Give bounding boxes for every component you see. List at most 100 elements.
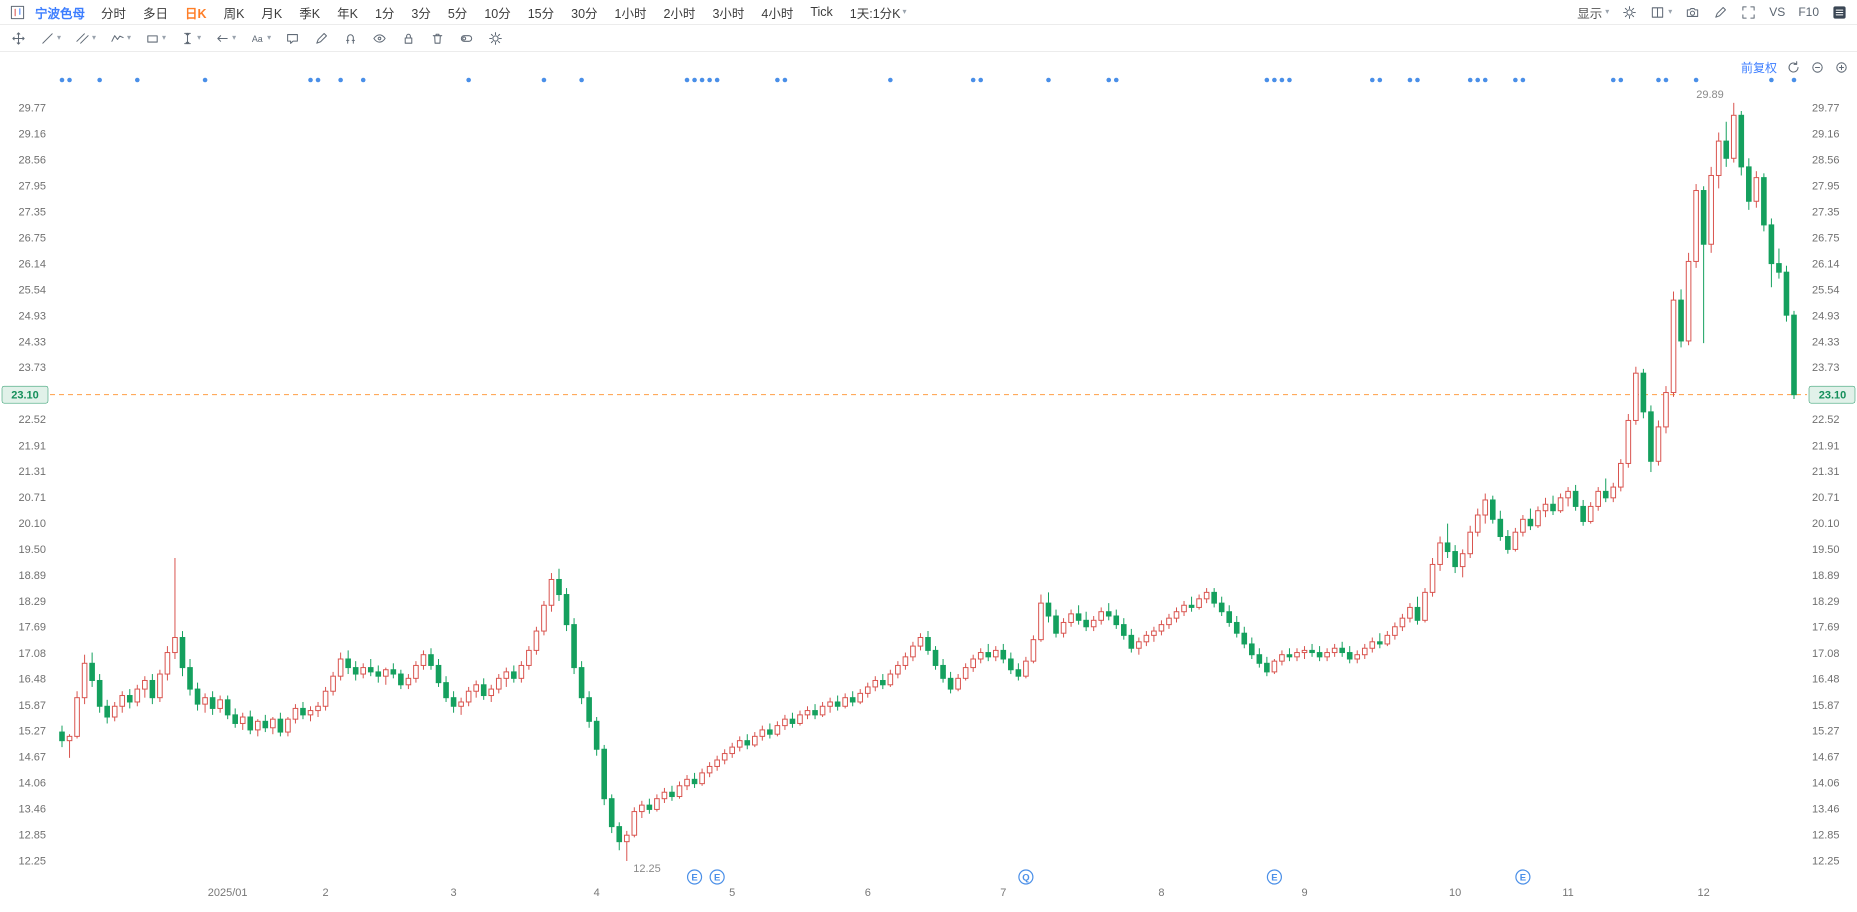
channel-tool[interactable]: ▾	[72, 29, 99, 48]
brush-tool[interactable]	[311, 29, 332, 48]
period-tab-15分[interactable]: 15分	[527, 6, 555, 21]
period-tab-3小时[interactable]: 3小时	[712, 6, 745, 21]
svg-text:20.10: 20.10	[1812, 518, 1840, 530]
svg-text:5: 5	[729, 887, 735, 899]
svg-text:21.91: 21.91	[1812, 440, 1840, 452]
comment-tool[interactable]	[282, 29, 303, 48]
svg-text:24.33: 24.33	[18, 336, 46, 348]
svg-text:29.16: 29.16	[1812, 129, 1840, 141]
svg-text:16.48: 16.48	[1812, 674, 1840, 686]
svg-text:E: E	[714, 873, 720, 884]
svg-text:14.06: 14.06	[1812, 778, 1840, 790]
svg-text:E: E	[1271, 873, 1277, 884]
svg-text:7: 7	[1000, 887, 1006, 899]
svg-text:23.10: 23.10	[1819, 389, 1847, 401]
svg-text:3: 3	[451, 887, 457, 899]
svg-text:9: 9	[1301, 887, 1307, 899]
draw-settings[interactable]	[485, 29, 506, 48]
candlestick-chart[interactable]: 29.77 29.77 29.16 29.16 28.56 28.56 27.95 27.95…	[0, 52, 1857, 912]
svg-text:21.91: 21.91	[18, 440, 46, 452]
chevron-down-icon: ▾	[1605, 7, 1610, 16]
svg-text:13.46: 13.46	[1812, 803, 1840, 815]
svg-text:6: 6	[865, 887, 871, 899]
svg-text:23.73: 23.73	[1812, 362, 1840, 374]
svg-text:27.95: 27.95	[18, 181, 46, 193]
svg-text:27.35: 27.35	[18, 207, 46, 219]
fullscreen-icon[interactable]	[1741, 5, 1756, 20]
vs-button[interactable]: VS	[1769, 5, 1786, 19]
svg-text:19.50: 19.50	[18, 544, 46, 556]
svg-text:22.52: 22.52	[18, 414, 46, 426]
period-tab-日K[interactable]: 日K	[185, 6, 207, 21]
magnet-tool[interactable]	[340, 29, 361, 48]
kline-window-icon[interactable]	[10, 5, 25, 20]
adjustment-mode[interactable]: 前复权	[1740, 61, 1777, 75]
svg-text:19.50: 19.50	[1812, 544, 1840, 556]
move-tool[interactable]	[8, 29, 29, 48]
settings-gear-icon[interactable]	[1622, 5, 1637, 20]
period-tab-30分[interactable]: 30分	[571, 6, 598, 21]
restore-view-icon[interactable]	[1786, 60, 1801, 75]
svg-text:15.87: 15.87	[1812, 700, 1840, 712]
date-axis-labels: 2025/01 2 3 4 5 6 7 8 9 10 11 12	[208, 887, 1710, 899]
chevron-down-icon: ▾	[92, 33, 97, 42]
period-tab-季K[interactable]: 季K	[299, 6, 321, 21]
quote-list-icon[interactable]	[1832, 5, 1847, 20]
period-tab-月K[interactable]: 月K	[261, 6, 283, 21]
svg-text:14.67: 14.67	[1812, 751, 1840, 763]
period-tab-周K[interactable]: 周K	[223, 6, 245, 21]
f10-button[interactable]: F10	[1798, 5, 1819, 19]
stock-name[interactable]: 宁波色母	[35, 6, 86, 21]
period-tab-1分[interactable]: 1分	[374, 6, 395, 21]
svg-text:18.29: 18.29	[18, 596, 46, 608]
measure-tool[interactable]: ▾	[177, 29, 204, 48]
svg-text:21.31: 21.31	[18, 466, 46, 478]
period-tab-2小时[interactable]: 2小时	[663, 6, 696, 21]
svg-text:12.25: 12.25	[633, 863, 661, 875]
svg-text:12.85: 12.85	[18, 830, 46, 842]
svg-text:E: E	[1520, 873, 1526, 884]
svg-text:25.54: 25.54	[18, 284, 46, 296]
layout-dropdown[interactable]: ▾	[1650, 5, 1672, 20]
text-tool[interactable]: Aa ▾	[247, 29, 274, 48]
period-tab-年K[interactable]: 年K	[337, 6, 358, 21]
trendline-tool[interactable]: ▾	[37, 29, 64, 48]
svg-text:26.75: 26.75	[18, 232, 46, 244]
lock-tool[interactable]	[398, 29, 419, 48]
period-tab-3分[interactable]: 3分	[411, 6, 431, 21]
zoom-out-icon[interactable]	[1810, 60, 1825, 75]
zoom-in-icon[interactable]	[1834, 60, 1849, 75]
period-tab-4小时[interactable]: 4小时	[761, 6, 794, 21]
delete-tool[interactable]	[427, 29, 448, 48]
edit-pencil-icon[interactable]	[1713, 5, 1728, 20]
event-dots[interactable]	[59, 77, 1797, 83]
svg-text:22.52: 22.52	[1812, 414, 1840, 426]
chevron-down-icon: ▾	[127, 33, 132, 42]
period-tab-1天:1分K[interactable]: 1天:1分K ▾	[849, 6, 907, 21]
svg-text:24.93: 24.93	[18, 311, 46, 323]
camera-icon[interactable]	[1685, 5, 1700, 20]
period-tab-分时[interactable]: 分时	[101, 6, 127, 21]
display-dropdown[interactable]: 显示 ▾	[1577, 3, 1609, 22]
continuous-draw-toggle[interactable]	[456, 29, 477, 48]
period-tab-10分[interactable]: 10分	[484, 6, 511, 21]
chevron-down-icon: ▾	[267, 33, 272, 42]
period-tab-多日[interactable]: 多日	[143, 6, 169, 21]
svg-text:18.89: 18.89	[18, 570, 46, 582]
candles-layer	[59, 102, 1797, 861]
period-tab-5分[interactable]: 5分	[447, 6, 468, 21]
svg-text:29.16: 29.16	[18, 129, 46, 141]
period-tab-1小时[interactable]: 1小时	[614, 6, 647, 21]
svg-text:26.14: 26.14	[1812, 259, 1840, 271]
svg-text:29.77: 29.77	[18, 103, 46, 115]
svg-text:25.54: 25.54	[1812, 284, 1840, 296]
shape-tool[interactable]: ▾	[142, 29, 169, 48]
svg-text:17.08: 17.08	[1812, 648, 1840, 660]
period-tab-Tick[interactable]: Tick	[810, 5, 833, 19]
chevron-down-icon: ▾	[162, 33, 167, 42]
wave-tool[interactable]: ▾	[107, 29, 134, 48]
visibility-tool[interactable]	[369, 29, 390, 48]
arrow-tool[interactable]: ▾	[212, 29, 239, 48]
svg-text:21.31: 21.31	[1812, 466, 1840, 478]
